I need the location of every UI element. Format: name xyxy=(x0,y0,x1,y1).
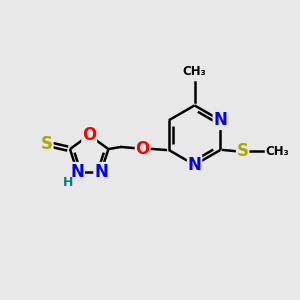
Text: N: N xyxy=(70,163,84,181)
Text: CH₃: CH₃ xyxy=(183,65,206,78)
Text: S: S xyxy=(41,135,53,153)
Text: S: S xyxy=(237,142,249,160)
Text: O: O xyxy=(82,126,96,144)
Text: H: H xyxy=(63,176,73,189)
Text: N: N xyxy=(213,111,227,129)
Text: CH₃: CH₃ xyxy=(266,145,289,158)
Text: N: N xyxy=(188,156,202,174)
Text: N: N xyxy=(94,163,108,181)
Text: O: O xyxy=(136,140,150,158)
